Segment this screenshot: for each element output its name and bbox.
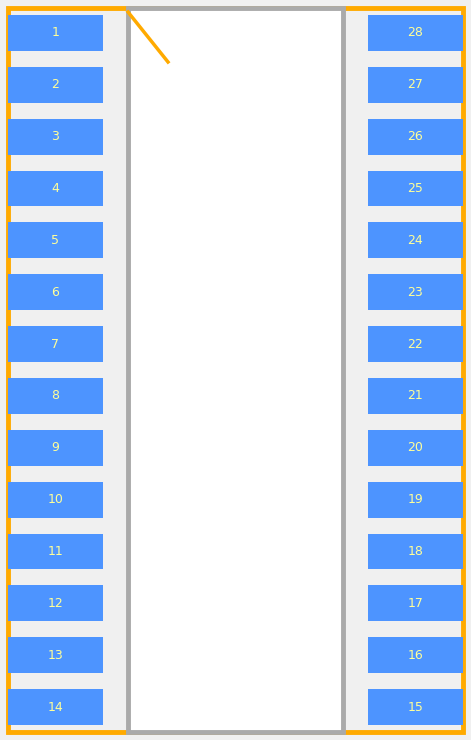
- Text: 2: 2: [51, 78, 59, 91]
- Text: 23: 23: [407, 286, 423, 299]
- Bar: [8, 326, 103, 362]
- Bar: [8, 171, 103, 206]
- Bar: [8, 275, 103, 310]
- Text: 25: 25: [407, 182, 423, 195]
- Text: 28: 28: [407, 27, 423, 39]
- Text: 5: 5: [51, 234, 59, 247]
- Bar: [8, 430, 103, 465]
- Text: 1: 1: [51, 27, 59, 39]
- Text: 9: 9: [51, 441, 59, 454]
- Text: 17: 17: [407, 597, 423, 610]
- Bar: [368, 534, 463, 569]
- Bar: [8, 585, 103, 622]
- Text: 18: 18: [407, 545, 423, 558]
- Text: 14: 14: [48, 701, 64, 713]
- Bar: [8, 223, 103, 258]
- Bar: [8, 534, 103, 569]
- Bar: [368, 171, 463, 206]
- Bar: [368, 118, 463, 155]
- Text: 10: 10: [48, 493, 64, 506]
- Text: 3: 3: [51, 130, 59, 143]
- Bar: [368, 585, 463, 622]
- Text: 21: 21: [407, 389, 423, 403]
- Bar: [368, 430, 463, 465]
- Bar: [368, 637, 463, 673]
- Text: 7: 7: [51, 337, 59, 351]
- Text: 8: 8: [51, 389, 59, 403]
- Bar: [368, 378, 463, 414]
- Bar: [8, 637, 103, 673]
- Text: 26: 26: [407, 130, 423, 143]
- Text: 19: 19: [407, 493, 423, 506]
- Bar: [8, 67, 103, 103]
- Text: 24: 24: [407, 234, 423, 247]
- Text: 20: 20: [407, 441, 423, 454]
- Text: 15: 15: [407, 701, 423, 713]
- Text: 27: 27: [407, 78, 423, 91]
- Text: 22: 22: [407, 337, 423, 351]
- Bar: [368, 67, 463, 103]
- Bar: [368, 689, 463, 725]
- Bar: [8, 482, 103, 517]
- Bar: [128, 8, 343, 732]
- Text: 6: 6: [51, 286, 59, 299]
- Bar: [8, 378, 103, 414]
- Bar: [368, 15, 463, 51]
- Bar: [368, 275, 463, 310]
- Text: 12: 12: [48, 597, 64, 610]
- Text: 4: 4: [51, 182, 59, 195]
- Bar: [8, 118, 103, 155]
- Bar: [368, 326, 463, 362]
- Bar: [368, 482, 463, 517]
- Text: 13: 13: [48, 649, 64, 662]
- Text: 16: 16: [407, 649, 423, 662]
- Text: 11: 11: [48, 545, 64, 558]
- Bar: [368, 223, 463, 258]
- Bar: [8, 15, 103, 51]
- Bar: [8, 689, 103, 725]
